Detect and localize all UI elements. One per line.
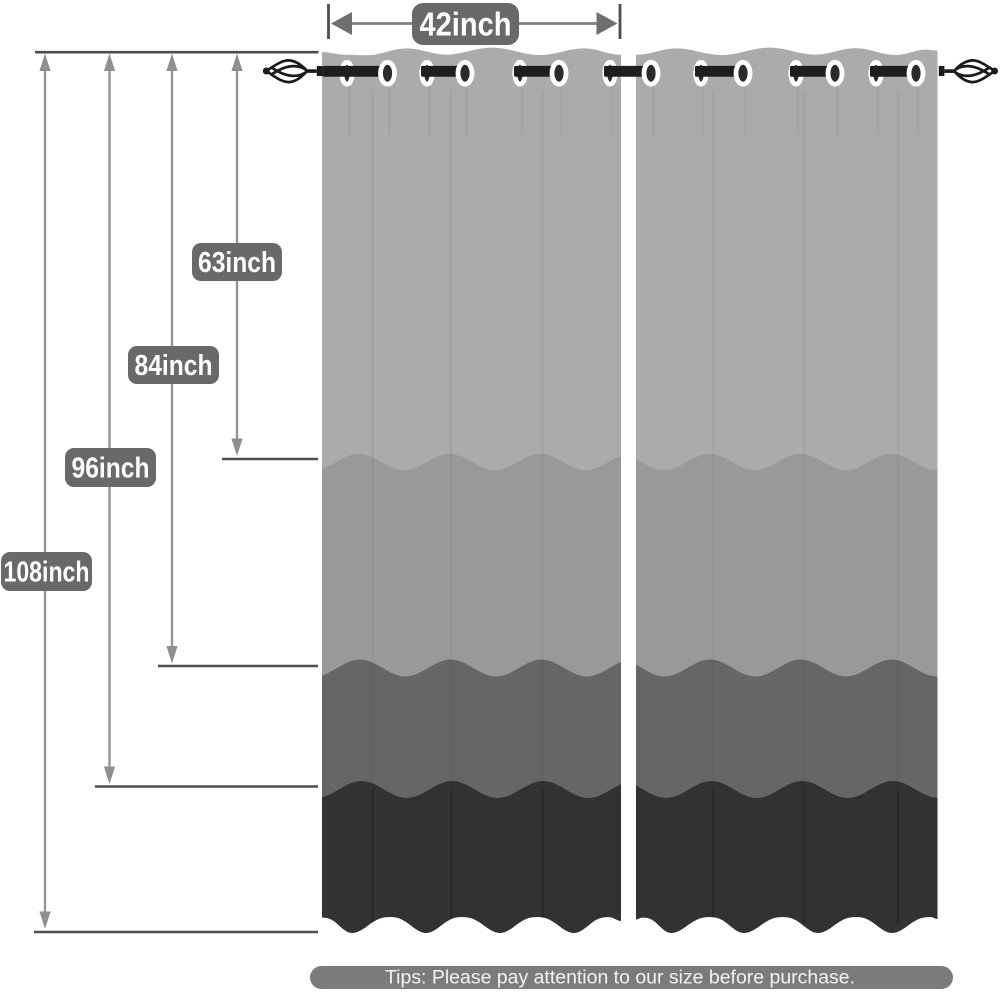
svg-text:42inch: 42inch bbox=[420, 6, 512, 43]
svg-text:108inch: 108inch bbox=[4, 557, 90, 589]
svg-text:Tips: Please pay attention to: Tips: Please pay attention to our size b… bbox=[385, 968, 855, 989]
svg-text:84inch: 84inch bbox=[135, 350, 213, 382]
svg-text:96inch: 96inch bbox=[72, 453, 150, 485]
svg-text:63inch: 63inch bbox=[198, 247, 276, 279]
